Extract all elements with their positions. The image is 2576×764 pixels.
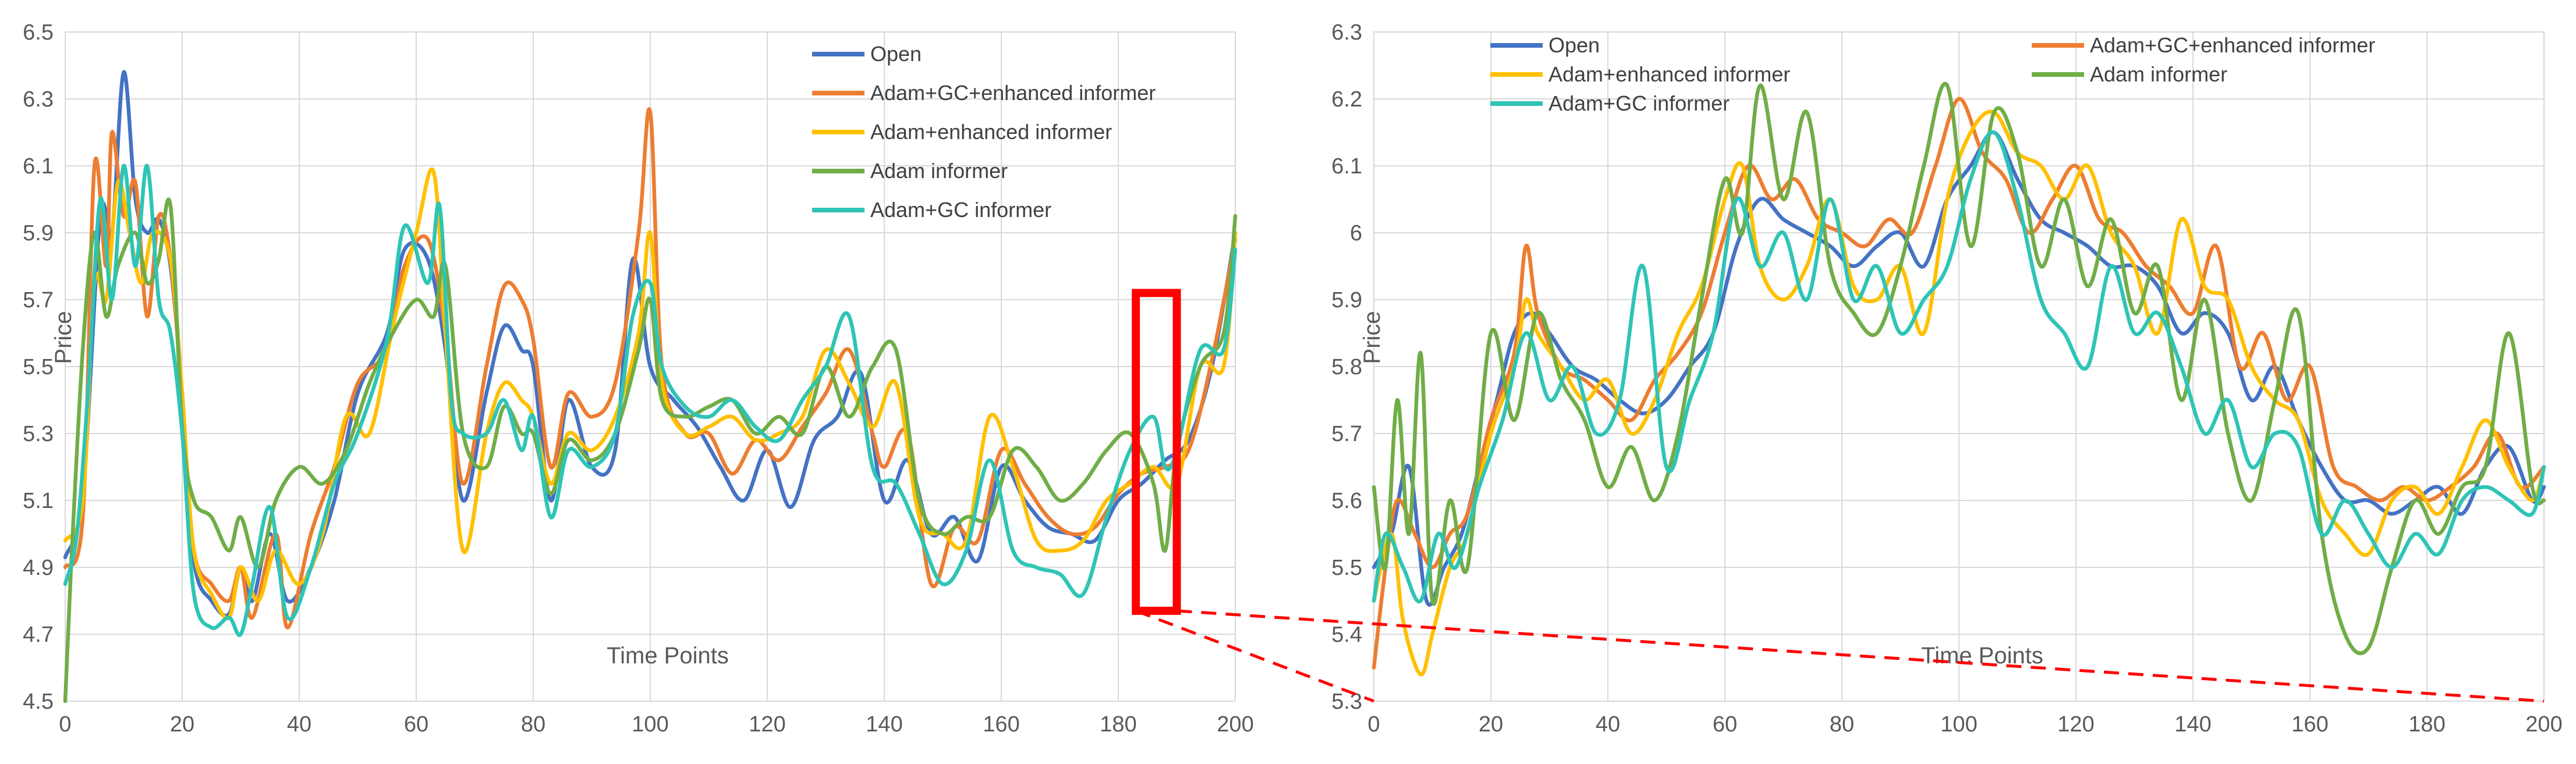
x-tick-label: 160 <box>983 712 1019 737</box>
y-tick-label: 5.3 <box>23 422 54 446</box>
series-line-adam_gc_enhanced <box>1372 97 2546 670</box>
x-tick-label: 20 <box>170 712 194 737</box>
x-tick-label: 180 <box>2408 712 2445 737</box>
y-tick-label: 5.4 <box>1331 623 1362 647</box>
x-tick-label: 180 <box>1100 712 1136 737</box>
x-tick-label: 0 <box>59 712 71 737</box>
y-tick-label: 5.9 <box>23 221 54 246</box>
x-tick-label: 200 <box>1217 712 1253 737</box>
y-tick-label: 5.7 <box>23 288 54 312</box>
legend-item-label: Adam+GC informer <box>870 198 1051 222</box>
legend-item-label: Adam+GC+enhanced informer <box>870 81 1156 105</box>
series-line-adam_enhanced <box>1372 109 2546 677</box>
series-line-open <box>1372 130 2546 607</box>
y-tick-label: 5.7 <box>1331 422 1362 446</box>
x-tick-label: 60 <box>404 712 428 737</box>
y-tick-label: 5.5 <box>1331 556 1362 580</box>
y-tick-label: 5.8 <box>1331 355 1362 379</box>
y-tick-label: 5.5 <box>23 355 54 379</box>
legend: Open Adam+GC+enhanced informer Adam+enhanc… <box>1490 33 2375 115</box>
zoom-connector-line <box>1177 609 2545 703</box>
y-tick-label: 6.1 <box>1331 154 1362 179</box>
y-tick-label: 6 <box>1350 221 1362 246</box>
x-tick-label: 100 <box>1940 712 1977 737</box>
y-axis-title: Price <box>51 311 76 364</box>
y-tick-label: 5.9 <box>1331 288 1362 312</box>
legend-item-label: Adam+enhanced informer <box>870 120 1112 144</box>
y-tick-label: 5.3 <box>1331 690 1362 714</box>
x-tick-label: 80 <box>1830 712 1854 737</box>
legend-item-label: Open <box>870 42 922 66</box>
x-tick-label: 200 <box>2525 712 2562 737</box>
x-tick-label: 140 <box>2174 712 2211 737</box>
legend: Open Adam+GC+enhanced informer Adam+enhanc… <box>812 42 1156 222</box>
y-tick-label: 4.9 <box>23 556 54 580</box>
legend-item-label: Adam informer <box>2090 62 2227 86</box>
y-tick-label: 6.5 <box>23 20 54 45</box>
x-tick-label: 20 <box>1479 712 1503 737</box>
right-chart: 0 20 40 60 80 100 120 140 160 180 200 5.3 5.4 5.5 5.6 5… <box>1331 20 2563 737</box>
x-tick-label: 140 <box>866 712 902 737</box>
y-tick-label: 4.7 <box>23 623 54 647</box>
x-tick-label: 40 <box>287 712 311 737</box>
left-chart: 0 20 40 60 80 100 120 140 160 180 200 4.5 4.7 4.9 5.1 5… <box>23 20 1254 737</box>
x-tick-label: 100 <box>632 712 668 737</box>
y-tick-label: 6.1 <box>23 154 54 179</box>
x-tick-label: 120 <box>749 712 785 737</box>
x-tick-label: 160 <box>2291 712 2328 737</box>
series-line-adam <box>63 197 1238 703</box>
x-tick-label: 40 <box>1596 712 1620 737</box>
x-tick-label: 80 <box>521 712 545 737</box>
x-tick-label: 120 <box>2057 712 2094 737</box>
legend-item-label: Adam+enhanced informer <box>1549 62 1790 86</box>
y-tick-label: 5.1 <box>23 489 54 513</box>
y-tick-label: 6.2 <box>1331 87 1362 112</box>
legend-item-label: Adam+GC informer <box>1549 91 1730 115</box>
legend-item-label: Adam+GC+enhanced informer <box>2090 33 2375 57</box>
legend-item-label: Adam informer <box>870 159 1008 183</box>
zoom-connector-line <box>1135 609 1374 703</box>
x-axis-title: Time Points <box>607 643 729 669</box>
series-line-adam <box>1372 81 2546 656</box>
y-tick-label: 5.6 <box>1331 489 1362 513</box>
y-tick-label: 6.3 <box>1331 20 1362 45</box>
zoom-connector-lines <box>1135 609 2545 703</box>
legend-item-label: Open <box>1549 33 1600 57</box>
y-tick-label: 6.3 <box>23 87 54 112</box>
series-line-adam_gc <box>63 164 1238 637</box>
y-axis-title: Price <box>1359 311 1385 364</box>
x-tick-label: 60 <box>1713 712 1737 737</box>
series-line-adam_gc <box>1372 130 2546 603</box>
y-tick-label: 4.5 <box>23 690 54 714</box>
zoom-highlight-box <box>1132 289 1181 615</box>
x-tick-label: 0 <box>1367 712 1380 737</box>
